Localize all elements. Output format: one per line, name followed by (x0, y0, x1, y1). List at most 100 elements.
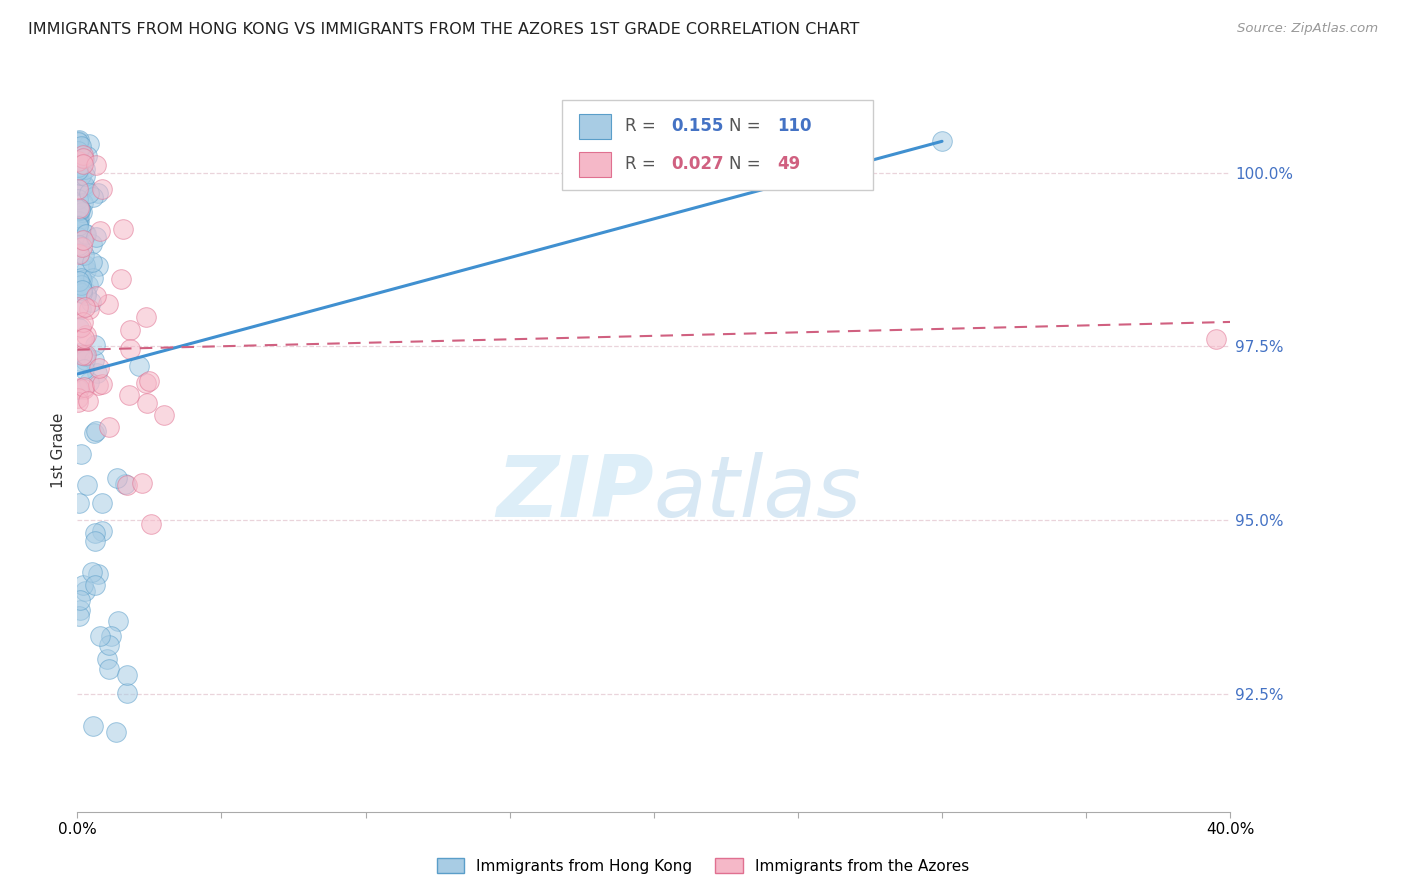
Point (67, 214, 90, 228)
Bar (579, 152, 612, 177)
Point (67, 609, 90, 624)
Legend: Immigrants from Hong Kong, Immigrants from the Azores: Immigrants from Hong Kong, Immigrants fr… (430, 852, 976, 880)
Point (75, 285, 97, 300)
Point (138, 374, 160, 388)
Point (67, 213, 90, 227)
Point (69, 148, 91, 162)
Point (66, 146, 89, 161)
Point (139, 516, 162, 531)
Point (75, 348, 97, 362)
Point (66, 134, 89, 148)
Text: N =: N = (728, 155, 766, 173)
Point (84, 338, 107, 352)
Text: R =: R = (626, 155, 661, 173)
Point (67, 192, 90, 206)
Text: ZIP: ZIP (496, 452, 654, 535)
Point (86, 158, 108, 172)
Point (75, 227, 97, 241)
Bar (579, 113, 612, 138)
Point (70, 148, 93, 162)
Point (72, 273, 94, 287)
Point (72, 157, 94, 171)
Point (152, 408, 174, 422)
Point (73, 362, 96, 376)
Point (84, 230, 107, 244)
Point (105, 471, 128, 485)
Point (72, 147, 94, 161)
Point (69, 202, 91, 217)
Point (72, 286, 94, 301)
Point (67, 495, 90, 509)
Point (86, 259, 108, 273)
Point (91, 524, 114, 538)
Point (76, 478, 98, 492)
Point (70, 204, 93, 219)
Point (80, 237, 103, 252)
Point (89, 629, 111, 643)
Point (69, 168, 91, 182)
Point (79, 375, 101, 389)
Point (118, 342, 141, 356)
Point (72, 382, 94, 396)
Point (66, 162, 89, 177)
Point (76, 149, 98, 163)
Point (931, 134, 953, 148)
Point (80, 565, 103, 579)
Point (69, 230, 91, 244)
Point (73, 227, 96, 241)
Point (72, 195, 94, 210)
Point (66, 300, 89, 314)
Y-axis label: 1st Grade: 1st Grade (51, 413, 66, 488)
Text: N =: N = (728, 117, 766, 135)
Text: Source: ZipAtlas.com: Source: ZipAtlas.com (1237, 22, 1378, 36)
Point (84, 533, 107, 548)
Point (70, 283, 93, 297)
Point (69, 161, 91, 175)
Point (73, 300, 96, 314)
Point (100, 629, 122, 643)
Point (73, 349, 96, 363)
Point (70, 347, 93, 361)
Point (67, 381, 90, 395)
Point (69, 593, 91, 607)
Point (77, 302, 100, 317)
Point (67, 395, 90, 409)
Point (73, 152, 96, 166)
Point (112, 222, 135, 236)
Point (70, 240, 93, 254)
Point (72, 151, 94, 165)
Point (72, 332, 94, 346)
Point (70, 178, 93, 193)
Point (69, 603, 91, 617)
Point (83, 352, 105, 367)
Point (77, 186, 100, 200)
Point (135, 396, 157, 410)
Point (77, 277, 100, 292)
Point (72, 247, 94, 261)
Text: 110: 110 (778, 117, 811, 135)
Point (76, 394, 98, 409)
Point (84, 289, 107, 303)
Point (91, 495, 114, 509)
Text: atlas: atlas (654, 452, 862, 535)
Point (120, 323, 142, 337)
Point (104, 724, 127, 739)
Point (80, 295, 103, 310)
Point (87, 361, 110, 376)
Point (66, 153, 89, 168)
Point (135, 376, 157, 390)
Point (67, 274, 90, 288)
Point (66, 392, 89, 406)
Point (97, 639, 120, 653)
Point (75, 287, 97, 301)
Point (77, 137, 100, 152)
Point (67, 346, 90, 360)
Point (66, 160, 89, 174)
Point (96, 652, 118, 666)
Point (84, 577, 107, 591)
Point (69, 139, 91, 153)
Point (97, 419, 120, 434)
Point (69, 354, 91, 368)
Point (91, 376, 114, 391)
Point (70, 320, 93, 334)
